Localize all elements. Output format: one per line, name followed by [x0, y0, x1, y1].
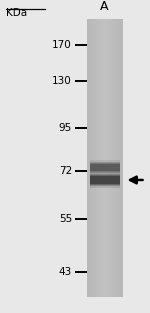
- Bar: [97, 19, 98, 297]
- Bar: [90, 160, 120, 175]
- Bar: [115, 19, 116, 297]
- Bar: [87, 19, 88, 297]
- Bar: [90, 164, 120, 171]
- Bar: [105, 19, 106, 297]
- Bar: [118, 19, 119, 297]
- Bar: [91, 19, 92, 297]
- Bar: [118, 19, 119, 297]
- Text: 170: 170: [52, 40, 72, 50]
- Text: 130: 130: [52, 76, 72, 86]
- Bar: [100, 19, 101, 297]
- Bar: [96, 19, 97, 297]
- Bar: [114, 19, 115, 297]
- Bar: [122, 19, 123, 297]
- Bar: [90, 162, 120, 173]
- Bar: [113, 19, 114, 297]
- Bar: [90, 172, 120, 188]
- Bar: [101, 19, 102, 297]
- Bar: [99, 19, 100, 297]
- FancyArrowPatch shape: [130, 177, 143, 183]
- Text: 72: 72: [59, 166, 72, 176]
- Bar: [111, 19, 112, 297]
- Bar: [119, 19, 120, 297]
- Text: 43: 43: [59, 267, 72, 277]
- Bar: [92, 19, 93, 297]
- Text: 55: 55: [59, 214, 72, 224]
- Text: A: A: [100, 0, 108, 13]
- Bar: [102, 19, 103, 297]
- Bar: [96, 19, 97, 297]
- Bar: [117, 19, 118, 297]
- Bar: [100, 19, 101, 297]
- Bar: [97, 19, 98, 297]
- Bar: [103, 19, 104, 297]
- Bar: [88, 19, 89, 297]
- Bar: [94, 19, 95, 297]
- Bar: [114, 19, 115, 297]
- Bar: [107, 19, 108, 297]
- Bar: [90, 163, 120, 172]
- Bar: [95, 19, 96, 297]
- Bar: [93, 19, 94, 297]
- Bar: [106, 19, 107, 297]
- Bar: [110, 19, 111, 297]
- Bar: [89, 19, 90, 297]
- Text: KDa: KDa: [6, 8, 27, 18]
- Bar: [90, 19, 91, 297]
- Bar: [104, 19, 105, 297]
- Bar: [92, 19, 93, 297]
- Bar: [115, 19, 116, 297]
- Text: 95: 95: [59, 123, 72, 133]
- Bar: [90, 176, 120, 184]
- Bar: [116, 19, 117, 297]
- Bar: [121, 19, 122, 297]
- Bar: [87, 19, 88, 297]
- Bar: [120, 19, 121, 297]
- Bar: [101, 19, 102, 297]
- Bar: [108, 19, 109, 297]
- Bar: [90, 175, 120, 185]
- Bar: [90, 174, 120, 186]
- Bar: [98, 19, 99, 297]
- Bar: [109, 19, 110, 297]
- Bar: [105, 19, 106, 297]
- Bar: [119, 19, 120, 297]
- Bar: [110, 19, 111, 297]
- Bar: [112, 19, 113, 297]
